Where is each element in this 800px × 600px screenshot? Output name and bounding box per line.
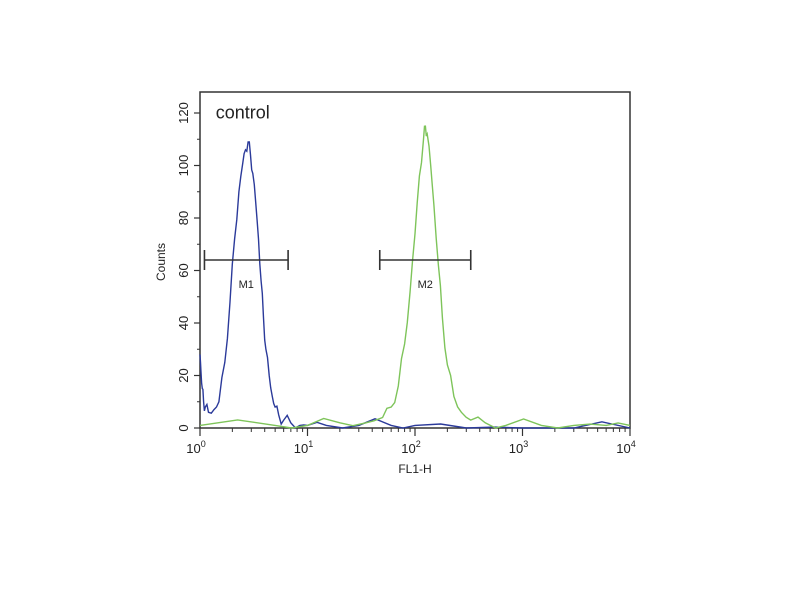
x-tick-label: 102	[401, 439, 420, 456]
y-tick-label: 60	[176, 263, 191, 277]
y-tick-label: 80	[176, 211, 191, 225]
y-tick-label: 100	[176, 155, 191, 177]
y-tick-label: 0	[176, 424, 191, 431]
y-tick-label: 20	[176, 368, 191, 382]
x-tick-label: 103	[509, 439, 528, 456]
x-tick-label: 101	[294, 439, 313, 456]
annotation-control: control	[216, 102, 270, 122]
x-axis-label: FL1-H	[398, 462, 431, 476]
x-ticks: 100 101 102 103 104	[186, 428, 636, 456]
x-tick-label: 100	[186, 439, 205, 456]
y-ticks: 0 20 40 60 80 100 120	[176, 102, 200, 432]
gate-label: M1	[239, 279, 254, 291]
series-line-2	[199, 125, 631, 429]
annotations: control	[216, 102, 270, 122]
y-tick-label: 40	[176, 316, 191, 330]
series-lines	[199, 125, 631, 429]
y-axis-label: Counts	[154, 243, 168, 281]
gates: M1 M2	[203, 250, 472, 291]
y-tick-label: 120	[176, 102, 191, 124]
gate-label: M2	[418, 279, 433, 291]
x-tick-label: 104	[616, 439, 635, 456]
